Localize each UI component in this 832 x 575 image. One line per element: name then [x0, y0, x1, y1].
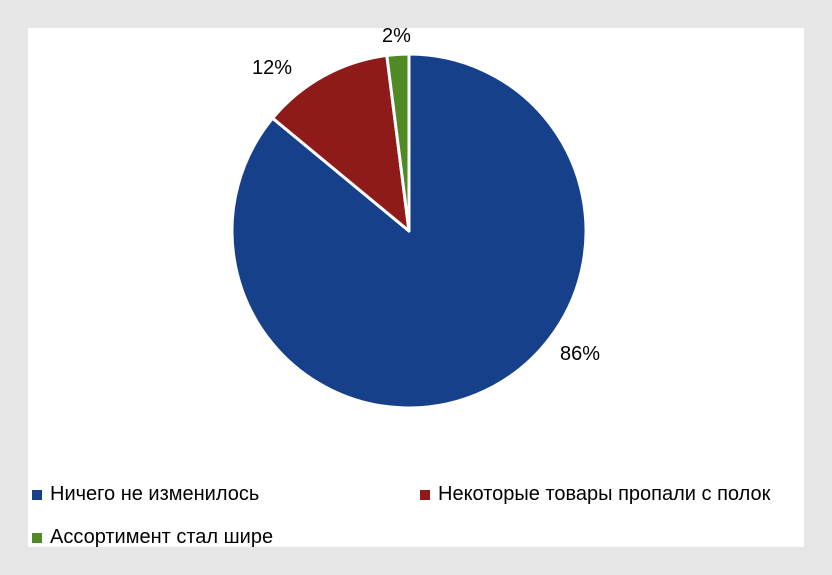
data-label-2: 2%	[382, 28, 411, 47]
legend-label-1: Некоторые товары пропали с полок	[438, 483, 771, 505]
legend-swatch-2	[32, 532, 42, 543]
legend-label-2: Ассортимент стал шире	[50, 526, 274, 548]
legend-item-2: Ассортимент стал шире	[32, 526, 273, 549]
pie-slice-2	[385, 52, 411, 233]
data-labels: 86% 12% 2%	[252, 28, 600, 365]
pie-slice-1	[271, 53, 411, 233]
chart-panel: 86% 12% 2% Ничего не изменилось Некоторы…	[28, 28, 804, 549]
pie-slice-0	[230, 52, 588, 410]
pie-slices	[230, 52, 588, 410]
pie-chart: 86% 12% 2%	[230, 28, 600, 410]
data-label-0: 86%	[560, 343, 600, 365]
data-label-1: 12%	[252, 57, 292, 79]
legend-item-1: Некоторые товары пропали с полок	[420, 483, 770, 506]
legend-label-0: Ничего не изменилось	[50, 483, 260, 505]
legend-item-0: Ничего не изменилось	[32, 483, 259, 506]
legend-swatch-0	[32, 489, 42, 500]
legend-swatch-1	[420, 489, 430, 500]
